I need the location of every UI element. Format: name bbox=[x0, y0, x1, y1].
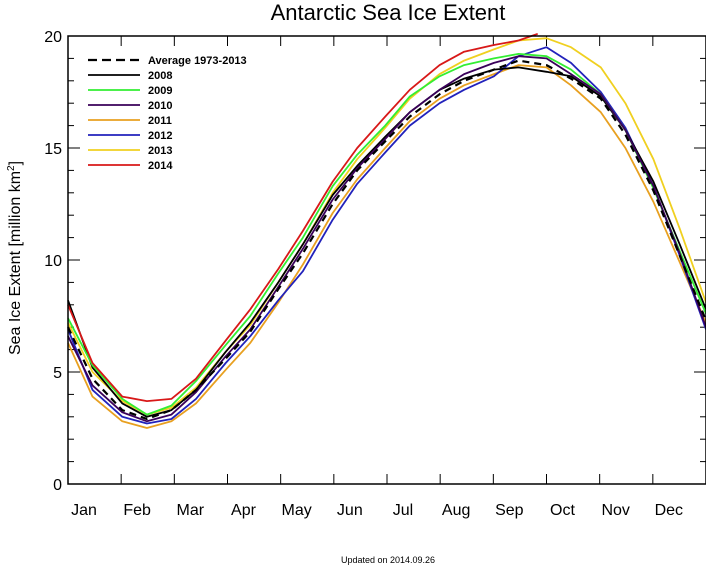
y-tick-label: 20 bbox=[44, 29, 62, 46]
x-tick-label: Jun bbox=[337, 502, 363, 519]
y-tick-label: 10 bbox=[44, 253, 62, 270]
legend-entry: 2012 bbox=[148, 130, 172, 142]
y-tick-labels: 0 5 10 15 20 bbox=[44, 29, 62, 494]
x-tick-label: Sep bbox=[495, 502, 524, 519]
legend-entry: 2010 bbox=[148, 100, 172, 112]
series-line-2008 bbox=[67, 66, 706, 418]
y-tick-label: 15 bbox=[44, 141, 62, 158]
series-line-2014 bbox=[67, 32, 538, 403]
series-layer bbox=[67, 32, 706, 429]
footnote: Updated on 2014.09.26 bbox=[341, 555, 435, 565]
x-tick-labels: Jan Feb Mar Apr May Jun Jul Aug Sep Oct Nov Dec bbox=[71, 502, 683, 519]
series-line-2012 bbox=[67, 46, 706, 425]
series-line-2013 bbox=[67, 37, 706, 416]
x-tick-label: Nov bbox=[601, 502, 629, 519]
x-tick-label: Jul bbox=[393, 502, 413, 519]
x-tick-label: Mar bbox=[177, 502, 205, 519]
x-tick-label: Feb bbox=[123, 502, 151, 519]
series-line-2011 bbox=[67, 64, 706, 429]
y-axis-label: Sea Ice Extent [million km2] bbox=[6, 161, 24, 355]
y-tick-label: 0 bbox=[53, 477, 62, 494]
x-tick-label: Jan bbox=[71, 502, 97, 519]
legend: Average 1973-2013 2008 2009 2010 2011 2012 201… bbox=[88, 55, 247, 172]
legend-entry: 2008 bbox=[148, 70, 172, 82]
x-tick-label: Apr bbox=[231, 502, 257, 519]
chart-title: Antarctic Sea Ice Extent bbox=[271, 0, 506, 25]
legend-entry: 2014 bbox=[148, 160, 173, 172]
series-line-average-1973-2013 bbox=[67, 59, 706, 421]
legend-entry: Average 1973-2013 bbox=[148, 55, 247, 67]
x-tick-label: Dec bbox=[655, 502, 683, 519]
plot-frame bbox=[67, 35, 706, 485]
axis-ticks bbox=[68, 35, 706, 485]
x-tick-label: May bbox=[282, 502, 312, 519]
legend-entry: 2009 bbox=[148, 85, 172, 97]
x-tick-label: Aug bbox=[442, 502, 470, 519]
x-tick-label: Oct bbox=[550, 502, 575, 519]
legend-entry: 2013 bbox=[148, 145, 172, 157]
series-line-2010 bbox=[67, 55, 706, 423]
y-tick-label: 5 bbox=[53, 365, 62, 382]
legend-entry: 2011 bbox=[148, 115, 172, 127]
